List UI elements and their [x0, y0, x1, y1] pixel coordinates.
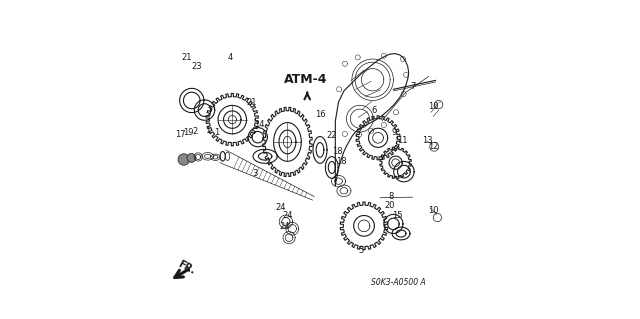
Text: FR.: FR. — [176, 259, 196, 276]
Text: ATM-4: ATM-4 — [284, 73, 328, 86]
Text: 10: 10 — [428, 102, 438, 111]
Text: 3: 3 — [252, 169, 257, 178]
Text: 21: 21 — [182, 53, 192, 62]
Text: 13: 13 — [422, 136, 433, 145]
Text: 12: 12 — [428, 142, 438, 151]
Text: 19: 19 — [182, 128, 193, 137]
Text: 6: 6 — [372, 106, 377, 115]
Circle shape — [187, 153, 196, 162]
Text: S0K3-A0500 A: S0K3-A0500 A — [371, 278, 426, 287]
Text: 17: 17 — [175, 130, 186, 139]
Text: 11: 11 — [397, 137, 407, 145]
Text: 24: 24 — [276, 203, 286, 212]
Text: 14: 14 — [254, 120, 265, 129]
Text: 9: 9 — [392, 128, 397, 137]
Text: 24: 24 — [282, 211, 292, 220]
Text: 2: 2 — [193, 127, 198, 136]
Text: 20: 20 — [384, 201, 395, 210]
Text: 22: 22 — [326, 131, 337, 140]
Text: 18: 18 — [332, 147, 342, 156]
Text: 8: 8 — [388, 192, 394, 201]
Circle shape — [178, 154, 189, 165]
Text: 24: 24 — [279, 222, 289, 231]
Text: 16: 16 — [315, 110, 325, 119]
Text: 23: 23 — [191, 63, 202, 71]
Text: 1: 1 — [205, 126, 211, 135]
Text: 5: 5 — [358, 246, 363, 255]
Text: 10: 10 — [428, 206, 438, 215]
Text: 1: 1 — [214, 128, 219, 137]
Text: 4: 4 — [228, 53, 234, 62]
Text: 7: 7 — [410, 82, 415, 91]
Text: 18: 18 — [337, 157, 347, 166]
Text: 15: 15 — [392, 211, 403, 220]
Text: 21: 21 — [246, 98, 257, 107]
